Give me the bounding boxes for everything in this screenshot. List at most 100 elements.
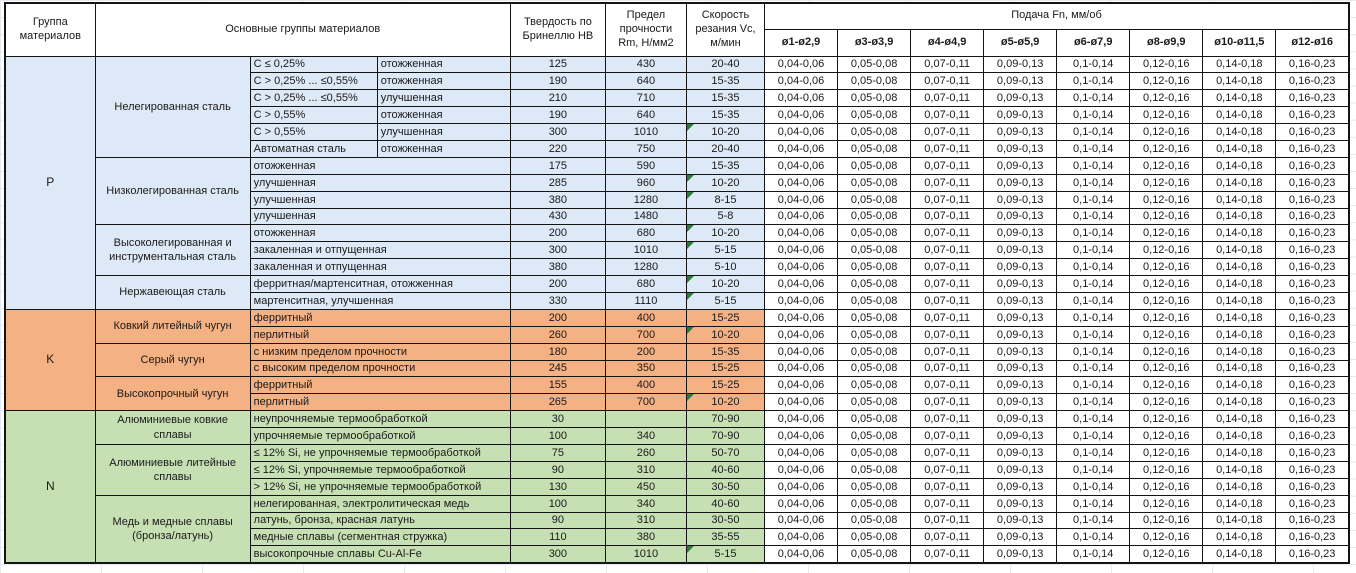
feed-value-cell-6[interactable]: 0,12-0,16	[1129, 443, 1204, 462]
feed-value-cell-6[interactable]: 0,12-0,16	[1129, 106, 1204, 125]
feed-value-cell-7[interactable]: 0,14-0,18	[1202, 123, 1277, 141]
feed-value-cell-7[interactable]: 0,14-0,18	[1202, 393, 1277, 412]
feed-value-cell-5[interactable]: 0,1-0,14	[1056, 291, 1131, 310]
feed-value-cell-5[interactable]: 0,1-0,14	[1056, 460, 1131, 479]
feed-value-cell-2[interactable]: 0,05-0,08	[837, 241, 912, 260]
feed-value-cell-1[interactable]: 0,04-0,06	[763, 123, 839, 141]
col-header-feed-group[interactable]: Подача Fn, мм/об	[764, 2, 1350, 30]
col-header-diameter-7[interactable]: ø10-ø11,5	[1202, 28, 1277, 57]
feed-value-cell-7[interactable]: 0,14-0,18	[1202, 55, 1277, 74]
material-state-cell[interactable]: ферритный	[249, 376, 511, 395]
cutting-speed-cell[interactable]: 30-50	[685, 511, 766, 530]
hardness-cell[interactable]: 200	[509, 308, 606, 327]
strength-cell[interactable]: 200	[604, 342, 687, 361]
material-group-cell-K[interactable]: K	[4, 308, 96, 412]
feed-value-cell-8[interactable]: 0,16-0,23	[1275, 123, 1350, 141]
feed-value-cell-4[interactable]: 0,09-0,13	[983, 139, 1058, 158]
material-state-cell[interactable]: улучшенная	[376, 89, 511, 108]
feed-value-cell-8[interactable]: 0,16-0,23	[1275, 308, 1350, 327]
material-condition-cell[interactable]: Автоматная сталь	[249, 139, 378, 158]
strength-cell[interactable]: 340	[604, 494, 687, 513]
feed-value-cell-5[interactable]: 0,1-0,14	[1056, 393, 1131, 412]
hardness-cell[interactable]: 260	[509, 325, 606, 344]
material-state-cell[interactable]: неупрочняемые термообработкой	[249, 410, 511, 429]
feed-value-cell-3[interactable]: 0,07-0,11	[910, 477, 985, 496]
hardness-cell[interactable]: 300	[509, 545, 606, 564]
cutting-speed-cell[interactable]: 15-35	[685, 106, 766, 125]
feed-value-cell-2[interactable]: 0,05-0,08	[837, 460, 912, 479]
feed-value-cell-8[interactable]: 0,16-0,23	[1275, 173, 1350, 192]
feed-value-cell-4[interactable]: 0,09-0,13	[983, 207, 1058, 226]
feed-value-cell-6[interactable]: 0,12-0,16	[1129, 393, 1204, 412]
feed-value-cell-6[interactable]: 0,12-0,16	[1129, 139, 1204, 158]
feed-value-cell-2[interactable]: 0,05-0,08	[837, 224, 912, 243]
feed-value-cell-1[interactable]: 0,04-0,06	[763, 443, 839, 462]
material-state-cell[interactable]: перлитный	[249, 325, 511, 344]
feed-value-cell-8[interactable]: 0,16-0,23	[1275, 190, 1350, 209]
feed-value-cell-1[interactable]: 0,04-0,06	[763, 359, 839, 378]
feed-value-cell-5[interactable]: 0,1-0,14	[1056, 342, 1131, 361]
feed-value-cell-1[interactable]: 0,04-0,06	[763, 106, 839, 125]
strength-cell[interactable]: 340	[604, 427, 687, 445]
feed-value-cell-2[interactable]: 0,05-0,08	[837, 291, 912, 310]
cutting-speed-cell[interactable]: 50-70	[685, 443, 766, 462]
material-state-cell[interactable]: закаленная и отпущенная	[249, 241, 511, 260]
feed-value-cell-2[interactable]: 0,05-0,08	[837, 359, 912, 378]
strength-cell[interactable]: 430	[604, 55, 687, 74]
cutting-speed-cell[interactable]: 20-40	[685, 55, 766, 74]
feed-value-cell-2[interactable]: 0,05-0,08	[837, 55, 912, 74]
strength-cell[interactable]: 1010	[604, 241, 687, 260]
feed-value-cell-6[interactable]: 0,12-0,16	[1129, 291, 1204, 310]
cutting-speed-cell[interactable]: 40-60	[685, 460, 766, 479]
feed-value-cell-8[interactable]: 0,16-0,23	[1275, 139, 1350, 158]
feed-value-cell-7[interactable]: 0,14-0,18	[1202, 460, 1277, 479]
material-family-cell[interactable]: Серый чугун	[94, 342, 251, 378]
feed-value-cell-3[interactable]: 0,07-0,11	[910, 72, 985, 91]
feed-value-cell-8[interactable]: 0,16-0,23	[1275, 393, 1350, 412]
feed-value-cell-8[interactable]: 0,16-0,23	[1275, 477, 1350, 496]
feed-value-cell-2[interactable]: 0,05-0,08	[837, 72, 912, 91]
feed-value-cell-3[interactable]: 0,07-0,11	[910, 443, 985, 462]
feed-value-cell-4[interactable]: 0,09-0,13	[983, 359, 1058, 378]
strength-cell[interactable]: 710	[604, 89, 687, 108]
feed-value-cell-7[interactable]: 0,14-0,18	[1202, 224, 1277, 243]
hardness-cell[interactable]: 300	[509, 123, 606, 141]
feed-value-cell-1[interactable]: 0,04-0,06	[763, 528, 839, 547]
material-condition-cell[interactable]: C > 0,55%	[249, 106, 378, 125]
feed-value-cell-4[interactable]: 0,09-0,13	[983, 494, 1058, 513]
feed-value-cell-2[interactable]: 0,05-0,08	[837, 89, 912, 108]
feed-value-cell-7[interactable]: 0,14-0,18	[1202, 325, 1277, 344]
hardness-cell[interactable]: 300	[509, 241, 606, 260]
feed-value-cell-7[interactable]: 0,14-0,18	[1202, 156, 1277, 175]
hardness-cell[interactable]: 430	[509, 207, 606, 226]
hardness-cell[interactable]: 265	[509, 393, 606, 412]
material-state-cell[interactable]: нелегированная, электролитическая медь	[249, 494, 511, 513]
material-state-cell[interactable]: упрочняемые термообработкой	[249, 427, 511, 445]
material-state-cell[interactable]: ≤ 12% Si, не упрочняемые термообработкой	[249, 443, 511, 462]
feed-value-cell-4[interactable]: 0,09-0,13	[983, 393, 1058, 412]
feed-value-cell-6[interactable]: 0,12-0,16	[1129, 359, 1204, 378]
feed-value-cell-2[interactable]: 0,05-0,08	[837, 545, 912, 564]
feed-value-cell-3[interactable]: 0,07-0,11	[910, 258, 985, 277]
strength-cell[interactable]: 1480	[604, 207, 687, 226]
material-state-cell[interactable]: мартенситная, улучшенная	[249, 291, 511, 310]
col-header-diameter-6[interactable]: ø8-ø9,9	[1129, 28, 1204, 57]
feed-value-cell-4[interactable]: 0,09-0,13	[983, 156, 1058, 175]
feed-value-cell-1[interactable]: 0,04-0,06	[763, 224, 839, 243]
feed-value-cell-8[interactable]: 0,16-0,23	[1275, 443, 1350, 462]
col-header-diameter-1[interactable]: ø1-ø2,9	[763, 28, 839, 57]
feed-value-cell-1[interactable]: 0,04-0,06	[763, 156, 839, 175]
feed-value-cell-3[interactable]: 0,07-0,11	[910, 460, 985, 479]
strength-cell[interactable]: 1010	[604, 545, 687, 564]
feed-value-cell-8[interactable]: 0,16-0,23	[1275, 494, 1350, 513]
col-header-material-group[interactable]: Группа материалов	[4, 2, 96, 57]
feed-value-cell-1[interactable]: 0,04-0,06	[763, 72, 839, 91]
feed-value-cell-2[interactable]: 0,05-0,08	[837, 275, 912, 293]
strength-cell[interactable]: 750	[604, 139, 687, 158]
material-state-cell[interactable]: отожженная	[376, 72, 511, 91]
feed-value-cell-4[interactable]: 0,09-0,13	[983, 55, 1058, 74]
feed-value-cell-2[interactable]: 0,05-0,08	[837, 139, 912, 158]
feed-value-cell-5[interactable]: 0,1-0,14	[1056, 359, 1131, 378]
material-state-cell[interactable]: ферритный	[249, 308, 511, 327]
hardness-cell[interactable]: 190	[509, 72, 606, 91]
